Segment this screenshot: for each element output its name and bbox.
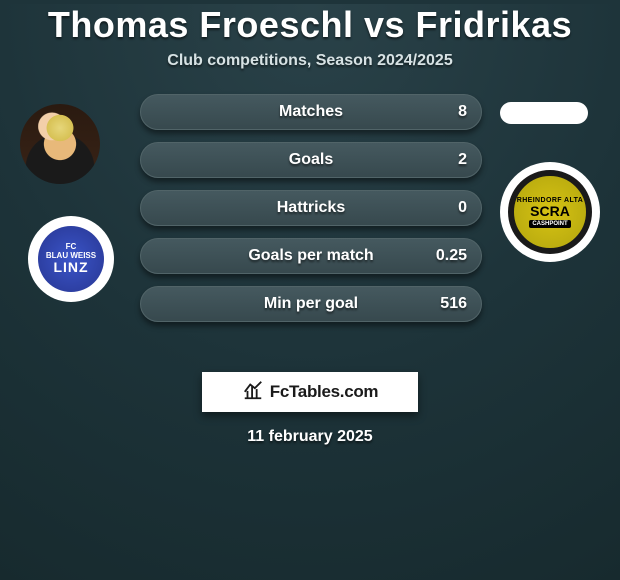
stat-row-hattricks: Hattricks 0: [140, 190, 482, 226]
branding-box: FcTables.com: [202, 372, 418, 412]
content-area: FC BLAU WEISS LINZ RHEINDORF ALTA SCRA C…: [0, 94, 620, 354]
stat-right-value: 8: [458, 95, 467, 129]
player-right-pill: [500, 102, 588, 124]
stat-row-matches: Matches 8: [140, 94, 482, 130]
club-right-badge: RHEINDORF ALTA SCRA CASHPOINT: [500, 162, 600, 262]
club-left-badge-inner: FC BLAU WEISS LINZ: [38, 226, 104, 292]
stat-row-goals-per-match: Goals per match 0.25: [140, 238, 482, 274]
club-right-badge-inner: RHEINDORF ALTA SCRA CASHPOINT: [508, 170, 592, 254]
stat-row-goals: Goals 2: [140, 142, 482, 178]
stat-right-value: 0.25: [436, 239, 467, 273]
stat-right-value: 516: [440, 287, 467, 321]
stat-row-min-per-goal: Min per goal 516: [140, 286, 482, 322]
page-title: Thomas Froeschl vs Fridrikas: [0, 4, 620, 46]
stats-column: Matches 8 Goals 2 Hattricks 0 Goals per …: [140, 94, 480, 334]
club-left-badge: FC BLAU WEISS LINZ: [28, 216, 114, 302]
club-left-line3: LINZ: [53, 260, 88, 275]
chart-icon: [242, 379, 264, 406]
stat-label: Hattricks: [141, 191, 481, 225]
stat-label: Min per goal: [141, 287, 481, 321]
club-right-cp: CASHPOINT: [529, 220, 570, 228]
stat-right-value: 0: [458, 191, 467, 225]
stat-right-value: 2: [458, 143, 467, 177]
club-right-main: SCRA: [530, 204, 570, 218]
branding-text: FcTables.com: [270, 382, 379, 402]
footer-date: 11 february 2025: [0, 428, 620, 446]
stat-label: Goals per match: [141, 239, 481, 273]
stat-label: Matches: [141, 95, 481, 129]
stat-label: Goals: [141, 143, 481, 177]
player-left-avatar: [20, 104, 100, 184]
page-subtitle: Club competitions, Season 2024/2025: [0, 52, 620, 70]
